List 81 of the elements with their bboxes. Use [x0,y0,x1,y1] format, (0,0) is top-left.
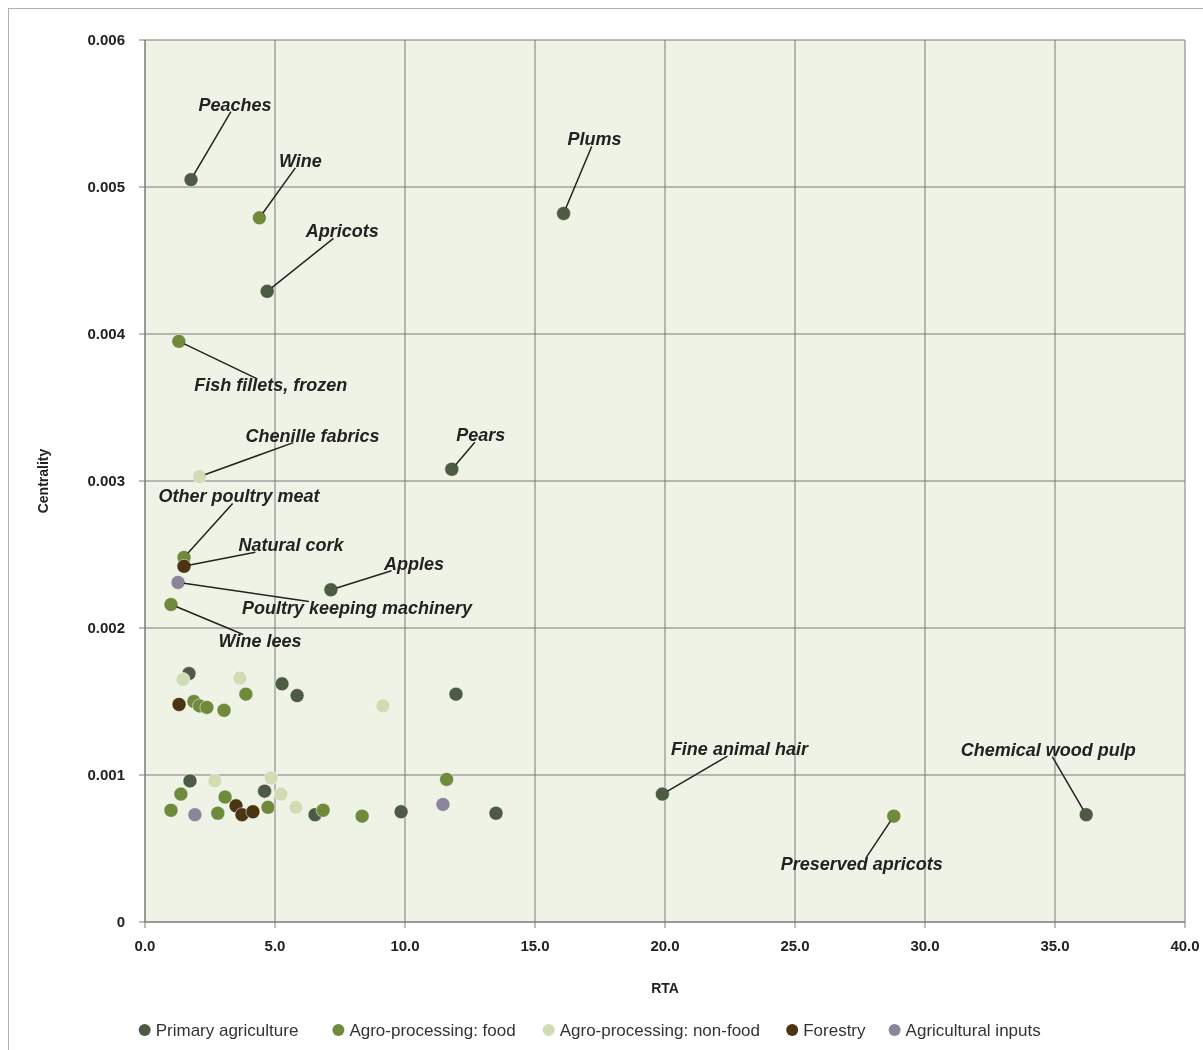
point [448,686,464,702]
point [288,799,304,815]
y-tick-label: 0 [116,913,125,930]
annotation: Fish fillets, frozen [194,375,348,396]
x-tick-label: 20.0 [650,937,680,954]
y-tick-label: 0.003 [87,472,125,489]
point [323,582,339,598]
point [183,172,199,188]
x-tick-label: 5.0 [264,937,286,954]
annotation: Peaches [198,94,272,115]
legend-label: Agro-processing: non-food [559,1021,761,1040]
point [199,699,215,715]
point [654,786,670,802]
legend-label: Forestry [803,1021,867,1040]
point [216,702,232,718]
annotation: Chemical wood pulp [960,739,1136,760]
x-axis-title: RTA [651,980,679,996]
point [273,786,289,802]
annotation: Fine animal hair [670,739,809,760]
x-tick-label: 35.0 [1040,937,1070,954]
point [210,805,226,821]
point [182,773,198,789]
legend-label: Primary agriculture [155,1021,299,1040]
point [435,796,451,812]
point [173,786,189,802]
point [259,283,275,299]
point [163,596,179,612]
point [375,698,391,714]
annotation: Pears [456,425,506,446]
y-tick-label: 0.005 [87,178,125,195]
point [217,789,233,805]
point [354,808,370,824]
annotation: Wine lees [218,631,302,652]
point [439,771,455,787]
point [207,773,223,789]
point [175,671,191,687]
point [170,574,186,590]
point [238,686,254,702]
x-tick-label: 40.0 [1170,937,1200,954]
annotation: Wine [278,150,322,171]
y-tick-label: 0.002 [87,619,125,636]
y-tick-label: 0.004 [87,325,126,342]
point [488,805,504,821]
point [163,802,179,818]
point [187,807,203,823]
point [245,804,261,820]
annotation: Poultry keeping machinery [241,598,474,619]
point [232,670,248,686]
x-tick-label: 30.0 [910,937,940,954]
annotation: Natural cork [238,535,345,556]
x-tick-label: 25.0 [780,937,810,954]
point [556,205,572,221]
point [263,770,279,786]
point [393,804,409,820]
point [257,783,273,799]
x-tick-label: 10.0 [390,937,420,954]
point [251,210,267,226]
annotation: Other poultry meat [158,486,321,507]
y-tick-label: 0.001 [87,766,125,783]
y-tick-label: 0.006 [87,31,125,48]
point [444,461,460,477]
point [1078,807,1094,823]
point [274,676,290,692]
legend-label: Agricultural inputs [905,1021,1041,1040]
annotation: Apples [382,553,444,574]
point [171,333,187,349]
annotation: Chenille fabrics [245,425,380,446]
x-tick-label: 15.0 [520,937,550,954]
point [192,469,208,485]
annotation: Apricots [304,221,379,242]
annotation: Preserved apricots [780,854,943,875]
point [315,802,331,818]
point [171,696,187,712]
point [289,688,305,704]
x-tick-label: 0.0 [134,937,156,954]
y-axis-title: Centrality [35,448,51,514]
annotation: Plums [567,129,622,150]
point [260,799,276,815]
point [176,558,192,574]
legend-label: Agro-processing: food [349,1021,516,1040]
point [886,808,902,824]
